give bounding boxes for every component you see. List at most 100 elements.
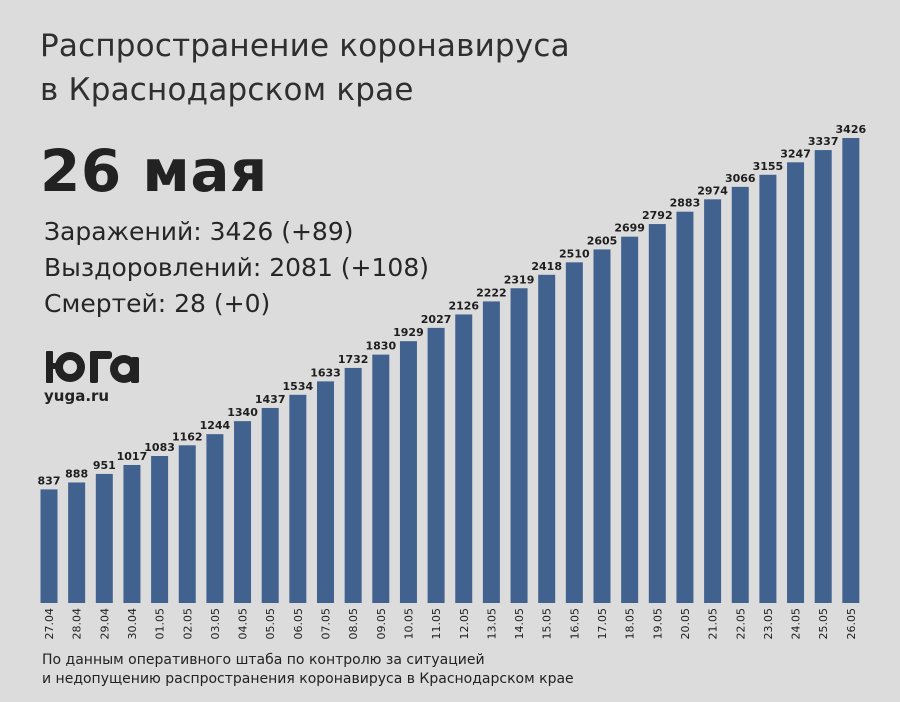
bar-01.05 [151, 456, 169, 603]
value-label-03.05: 1244 [200, 419, 231, 432]
bar-04.05 [234, 421, 252, 603]
x-tick-17.05: 17.05 [596, 608, 609, 640]
source-note-line-2: и недопущению распространения коронавиру… [42, 671, 574, 687]
value-label-11.05: 2027 [421, 313, 452, 326]
value-label-24.05: 3247 [780, 147, 811, 160]
value-label-20.05: 2883 [670, 197, 701, 210]
x-tick-11.05: 11.05 [430, 608, 443, 640]
yuga-logo [46, 351, 139, 383]
x-tick-29.04: 29.04 [98, 608, 111, 640]
bar-02.05 [178, 445, 196, 603]
recovered-stat: Выздоровлений: 2081 (+108) [44, 253, 429, 282]
bar-25.05 [814, 150, 832, 603]
x-tick-30.04: 30.04 [126, 608, 139, 640]
x-tick-04.05: 04.05 [237, 608, 250, 640]
x-tick-22.05: 22.05 [734, 608, 747, 640]
bar-30.04 [123, 464, 141, 603]
x-tick-25.05: 25.05 [817, 608, 830, 640]
bar-14.05 [510, 288, 528, 603]
value-label-29.04: 951 [93, 459, 116, 472]
bar-08.05 [344, 367, 362, 603]
infected-stat: Заражений: 3426 (+89) [44, 217, 354, 246]
x-tick-12.05: 12.05 [458, 608, 471, 640]
x-tick-14.05: 14.05 [513, 608, 526, 640]
bar-22.05 [731, 186, 749, 604]
value-label-21.05: 2974 [697, 184, 728, 197]
value-label-30.04: 1017 [117, 450, 148, 463]
x-tick-28.04: 28.04 [71, 608, 84, 640]
value-label-26.05: 3426 [836, 123, 867, 136]
value-label-15.05: 2418 [531, 260, 562, 273]
source-note-line-1: По данным оперативного штаба по контролю… [42, 652, 485, 668]
value-label-27.04: 837 [38, 474, 61, 487]
bar-28.04 [68, 482, 86, 603]
bar-07.05 [317, 381, 334, 603]
bar-05.05 [261, 407, 279, 603]
x-tick-13.05: 13.05 [485, 608, 498, 640]
value-label-10.05: 1929 [393, 326, 424, 339]
value-label-14.05: 2319 [504, 273, 535, 286]
x-tick-08.05: 08.05 [347, 608, 360, 640]
value-label-13.05: 2222 [476, 286, 507, 299]
x-tick-01.05: 01.05 [154, 608, 167, 640]
x-tick-27.04: 27.04 [43, 608, 56, 640]
value-label-23.05: 3155 [753, 160, 784, 173]
value-labels-layer: 837 888 9511017108311621244134014371534163… [38, 123, 867, 487]
x-tick-02.05: 02.05 [181, 608, 194, 640]
value-label-22.05: 3066 [725, 172, 756, 185]
bar-13.05 [482, 301, 500, 603]
bar-24.05 [787, 162, 805, 604]
bar-23.05 [759, 174, 777, 603]
value-label-08.05: 1732 [338, 353, 369, 366]
x-tick-20.05: 20.05 [679, 608, 692, 640]
x-tick-07.05: 07.05 [320, 608, 333, 640]
value-label-04.05: 1340 [227, 406, 258, 419]
value-label-19.05: 2792 [642, 209, 673, 222]
value-label-18.05: 2699 [614, 222, 645, 235]
x-tick-03.05: 03.05 [209, 608, 222, 640]
value-label-16.05: 2510 [559, 247, 590, 260]
x-tick-10.05: 10.05 [402, 608, 415, 640]
bar-16.05 [565, 262, 583, 603]
bar-09.05 [372, 354, 390, 603]
x-tick-06.05: 06.05 [292, 608, 305, 640]
bar-06.05 [289, 394, 307, 603]
value-label-25.05: 3337 [808, 135, 839, 148]
bar-19.05 [648, 224, 666, 604]
value-label-01.05: 1083 [144, 441, 175, 454]
bar-10.05 [399, 341, 417, 603]
x-tick-05.05: 05.05 [264, 608, 277, 640]
value-label-09.05: 1830 [365, 340, 396, 353]
value-label-17.05: 2605 [587, 234, 618, 247]
bar-11.05 [427, 327, 445, 603]
deaths-stat: Смертей: 28 (+0) [44, 289, 271, 318]
value-label-02.05: 1162 [172, 430, 203, 443]
bar-26.05 [842, 138, 860, 603]
x-tick-21.05: 21.05 [707, 608, 720, 640]
bars-layer [40, 138, 860, 604]
x-tick-26.05: 26.05 [845, 608, 858, 640]
chart-title-line-2: в Краснодарском крае [40, 72, 414, 108]
x-tick-15.05: 15.05 [541, 608, 554, 640]
chart-title-line-1: Распространение коронавируса [40, 28, 570, 64]
bar-18.05 [621, 236, 639, 604]
bar-17.05 [593, 249, 611, 603]
x-tick-09.05: 09.05 [375, 608, 388, 640]
report-date: 26 мая [40, 137, 268, 205]
bar-15.05 [538, 274, 556, 603]
value-label-07.05: 1633 [310, 366, 341, 379]
x-tick-18.05: 18.05 [624, 608, 637, 640]
x-tick-24.05: 24.05 [790, 608, 803, 640]
x-tick-19.05: 19.05 [651, 608, 664, 640]
bar-29.04 [95, 473, 113, 603]
bar-03.05 [206, 434, 224, 603]
site-url[interactable]: yuga.ru [44, 387, 110, 405]
x-tick-labels-layer: 27.04 28.04 29.04 30.04 01.05 02.05 03.05 04.05… [43, 608, 858, 640]
x-tick-16.05: 16.05 [568, 608, 581, 640]
bar-21.05 [704, 199, 722, 603]
value-label-05.05: 1437 [255, 393, 286, 406]
value-label-12.05: 2126 [448, 299, 479, 312]
value-label-06.05: 1534 [283, 380, 314, 393]
x-tick-23.05: 23.05 [762, 608, 775, 640]
